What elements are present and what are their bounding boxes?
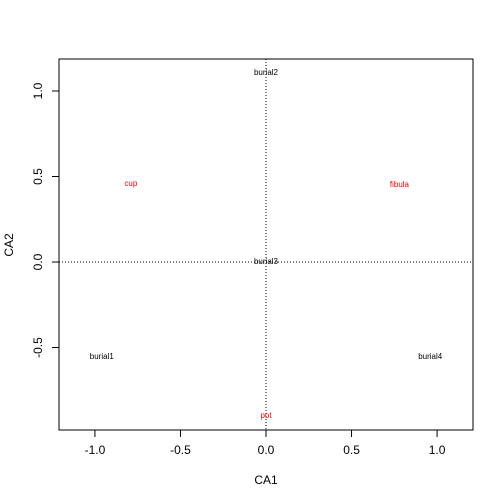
x-tick-label: -1.0 (85, 443, 106, 457)
point-label: cup (124, 179, 137, 188)
x-tick-label: 1.0 (429, 443, 446, 457)
point-label: burial1 (90, 352, 115, 361)
y-tick-label: 0.5 (31, 168, 45, 185)
x-tick-label: 0.0 (258, 443, 275, 457)
x-axis-label: CA1 (254, 473, 278, 487)
point-label: burial4 (418, 352, 443, 361)
y-tick-label: 0.0 (31, 253, 45, 270)
y-tick-label: -0.5 (31, 337, 45, 358)
point-label: burial3 (254, 257, 279, 266)
x-tick-label: 0.5 (343, 443, 360, 457)
point-label: pot (260, 411, 272, 420)
point-label: fibula (390, 180, 410, 189)
y-axis-label: CA2 (2, 233, 16, 257)
y-tick-label: 1.0 (31, 82, 45, 99)
x-tick-label: -0.5 (170, 443, 191, 457)
point-label: burial2 (254, 68, 279, 77)
